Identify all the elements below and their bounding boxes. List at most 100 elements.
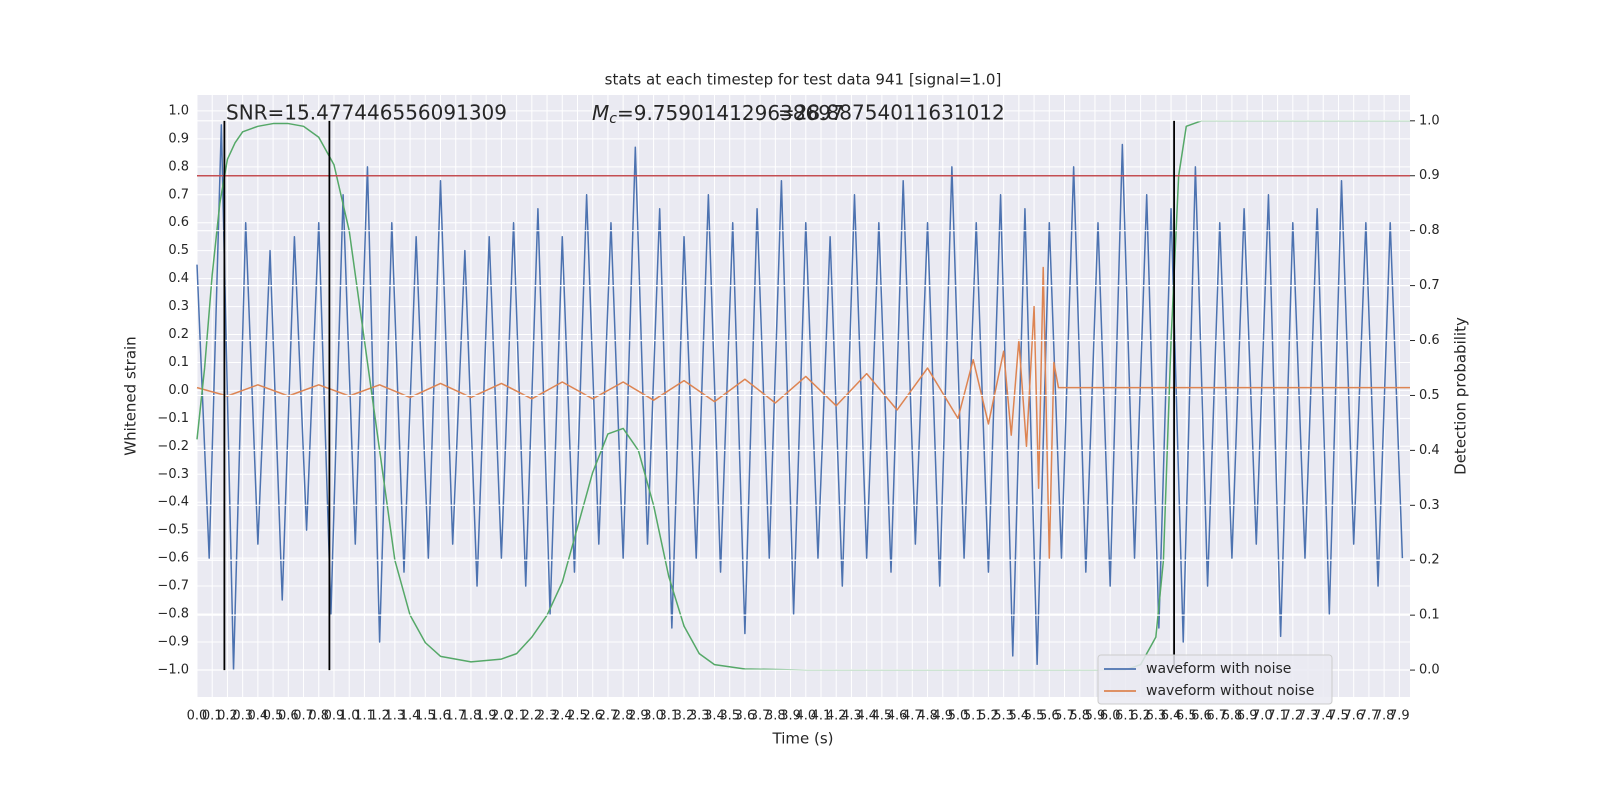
x-tick-label: 6.4 — [1161, 709, 1182, 724]
x-tick-label: 1.1 — [354, 709, 375, 724]
legend: waveform with noise waveform without nois… — [1097, 654, 1333, 705]
legend-box — [1097, 654, 1333, 705]
series-line — [196, 266, 1410, 559]
y-tick-label: 0.1 — [168, 355, 189, 370]
y-tick-label: −0.1 — [157, 411, 189, 426]
x-tick-label: 6.2 — [1130, 709, 1151, 724]
y2-tick-label: 0.0 — [1419, 663, 1440, 678]
x-tick-label: 4.7 — [902, 709, 923, 724]
y2-tick-label: 0.1 — [1419, 608, 1440, 623]
y-tick-label: 0.0 — [168, 383, 189, 398]
x-tick-label: 2.8 — [613, 709, 634, 724]
y-tick-label: 0.6 — [168, 215, 189, 230]
x-tick-label: 7.3 — [1298, 709, 1319, 724]
y-tick-label: −0.9 — [157, 634, 189, 649]
x-tick-label: 6.7 — [1206, 709, 1227, 724]
y2-tick-label: 0.4 — [1419, 443, 1440, 458]
x-tick-label: 2.9 — [628, 709, 649, 724]
x-tick-label: 0.6 — [278, 709, 299, 724]
x-tick-label: 3.0 — [643, 709, 664, 724]
x-tick-label: 5.0 — [948, 709, 969, 724]
x-tick-label: 2.2 — [521, 709, 542, 724]
y-tick-label: 0.9 — [168, 131, 189, 146]
y-tick-label: 0.7 — [168, 187, 189, 202]
x-tick-label: 5.2 — [978, 709, 999, 724]
x-tick-label: 1.9 — [476, 709, 497, 724]
x-tick-label: 6.6 — [1191, 709, 1212, 724]
x-tick-label: 5.3 — [993, 709, 1014, 724]
x-tick-label: 1.0 — [339, 709, 360, 724]
x-tick-label: 6.3 — [1145, 709, 1166, 724]
x-tick-label: 5.6 — [1039, 709, 1060, 724]
mc-subscript: c — [609, 111, 617, 127]
x-tick-label: 0.5 — [263, 709, 284, 724]
overlay — [197, 120, 1410, 671]
mc-symbol: M — [592, 101, 609, 125]
x-tick-label: 0.2 — [217, 709, 238, 724]
x-tick-label: 0.8 — [308, 709, 329, 724]
y-tick-label: 0.3 — [168, 299, 189, 314]
x-tick-label: 3.9 — [780, 709, 801, 724]
x-tick-label: 7.2 — [1282, 709, 1303, 724]
x-tick-label: 0.7 — [293, 709, 314, 724]
x-tick-label: 5.5 — [1024, 709, 1045, 724]
y-tick-label: −0.4 — [157, 495, 189, 510]
x-tick-label: 5.7 — [1054, 709, 1075, 724]
x-tick-label: 7.7 — [1359, 709, 1380, 724]
y-tick-label: 0.5 — [168, 243, 189, 258]
mc-annotation: Mc=9.759014129638697 — [592, 101, 844, 128]
x-tick-label: 6.0 — [1100, 709, 1121, 724]
x-tick-label: 0.9 — [324, 709, 345, 724]
x-tick-label: 2.0 — [491, 709, 512, 724]
x-tick-label: 4.2 — [826, 709, 847, 724]
x-tick-label: 7.4 — [1313, 709, 1334, 724]
x-tick-label: 2.4 — [552, 709, 573, 724]
overlap-annotation: =28.88754011631012 — [778, 101, 1005, 125]
x-tick-label: 4.5 — [872, 709, 893, 724]
x-tick-label: 4.4 — [856, 709, 877, 724]
mc-value: =9.759014129638697 — [617, 101, 844, 125]
x-tick-label: 3.3 — [689, 709, 710, 724]
y-tick-label: −0.2 — [157, 439, 189, 454]
y-tick-label: −0.3 — [157, 467, 189, 482]
x-tick-label: 5.1 — [963, 709, 984, 724]
x-tick-label: 7.5 — [1328, 709, 1349, 724]
x-tick-label: 7.9 — [1389, 709, 1410, 724]
x-tick-label: 3.7 — [750, 709, 771, 724]
y-tick-label: −0.7 — [157, 579, 189, 594]
x-tick-label: 7.1 — [1267, 709, 1288, 724]
y-tick-label: 0.2 — [168, 327, 189, 342]
y2-axis-label: Detection probability — [1452, 317, 1470, 475]
x-tick-label: 4.8 — [917, 709, 938, 724]
x-tick-label: 3.8 — [765, 709, 786, 724]
x-tick-label: 3.6 — [735, 709, 756, 724]
x-tick-label: 0.1 — [202, 709, 223, 724]
x-tick-label: 4.6 — [887, 709, 908, 724]
x-tick-label: 2.5 — [567, 709, 588, 724]
series-line — [196, 124, 1404, 671]
x-tick-label: 5.9 — [1085, 709, 1106, 724]
x-axis-label: Time (s) — [772, 730, 834, 748]
x-tick-label: 3.5 — [719, 709, 740, 724]
legend-label: waveform without noise — [1146, 683, 1314, 699]
y-tick-label: −0.5 — [157, 523, 189, 538]
x-tick-label: 5.4 — [1009, 709, 1030, 724]
x-tick-label: 3.2 — [674, 709, 695, 724]
x-tick-label: 2.7 — [598, 709, 619, 724]
x-tick-label: 0.3 — [232, 709, 253, 724]
x-tick-label: 7.0 — [1252, 709, 1273, 724]
x-tick-label: 2.6 — [582, 709, 603, 724]
x-tick-label: 0.4 — [248, 709, 269, 724]
y-tick-label: 1.0 — [168, 103, 189, 118]
x-tick-label: 1.5 — [415, 709, 436, 724]
x-tick-label: 7.8 — [1374, 709, 1395, 724]
y2-tick-label: 0.7 — [1419, 278, 1440, 293]
x-tick-label: 1.3 — [385, 709, 406, 724]
y-tick-label: 0.4 — [168, 271, 189, 286]
x-tick-label: 1.4 — [400, 709, 421, 724]
chart-title: stats at each timestep for test data 941… — [605, 71, 1002, 89]
y2-tick-label: 0.8 — [1419, 223, 1440, 238]
x-tick-label: 1.2 — [369, 709, 390, 724]
legend-label: waveform with noise — [1146, 661, 1291, 677]
